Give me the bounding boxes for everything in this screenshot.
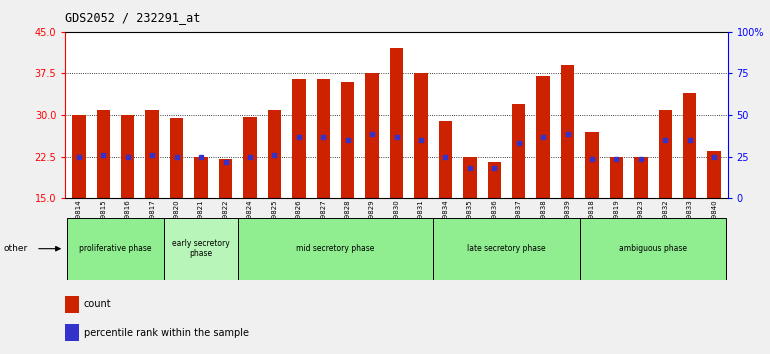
Bar [561,65,574,198]
Bar [65,324,79,341]
Bar [683,93,697,198]
Bar [610,156,623,198]
Bar [292,79,306,198]
Bar [121,115,135,198]
Text: other: other [4,244,28,253]
Text: late secretory phase: late secretory phase [467,244,546,253]
Bar [146,109,159,198]
Bar [316,79,330,198]
Bar [65,296,79,313]
Bar [585,132,599,198]
Bar [658,109,672,198]
Text: percentile rank within the sample: percentile rank within the sample [84,328,249,338]
Bar [390,48,403,198]
Text: GDS2052 / 232291_at: GDS2052 / 232291_at [65,11,201,24]
Bar [537,76,550,198]
Bar [366,74,379,198]
Bar [463,156,477,198]
Bar [634,156,648,198]
Bar [96,109,110,198]
Bar [512,104,525,198]
Text: count: count [84,299,112,309]
Bar [487,162,501,198]
Bar [439,121,452,198]
Text: mid secretory phase: mid secretory phase [296,244,375,253]
Bar [268,109,281,198]
Bar [708,151,721,198]
Bar [194,156,208,198]
Bar [414,74,427,198]
Bar [341,82,354,198]
Bar [165,218,238,280]
Bar [238,218,434,280]
Bar [243,117,256,198]
Text: early secretory
phase: early secretory phase [172,239,230,258]
Bar [434,218,580,280]
Bar [67,218,165,280]
Bar [219,159,233,198]
Bar [170,118,183,198]
Text: ambiguous phase: ambiguous phase [619,244,687,253]
Text: proliferative phase: proliferative phase [79,244,152,253]
Bar [580,218,726,280]
Bar [72,115,85,198]
